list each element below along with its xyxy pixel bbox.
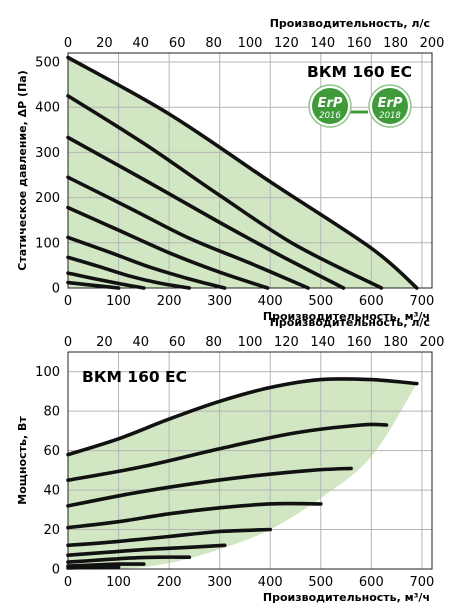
y-tick-label: 100 [35,365,60,380]
curve-3 [66,466,353,508]
x-axis-title: Производительность, м³/ч [263,591,430,604]
curve-4 [66,501,323,530]
x-tick-label: 100 [106,575,131,590]
plot-frame [67,52,433,289]
top-tick-label: 80 [205,335,222,350]
curve-6 [66,543,227,557]
x-tick-label: 0 [64,294,72,309]
top-tick-label: 40 [133,36,150,51]
x-tick-label: 0 [64,575,72,590]
top-tick-label: 80 [205,36,222,51]
top-tick-label: 200 [420,36,445,51]
y-axis-title: Мощность, Вт [16,416,29,505]
top-axis-title: Производительность, л/с [270,17,430,30]
erp-badge-text: ErP [378,96,403,111]
x-tick-label: 500 [308,294,333,309]
curve-2 [66,422,389,482]
y-axis-title: Статическое давление, ΔP (Па) [16,70,29,270]
top-tick-label: 160 [347,36,372,51]
top-tick-label: 160 [347,335,372,350]
power-chart: 0 100 200 300 400 500 600 700 0 20 40 60 80 100 0 20 40 6… [16,316,444,604]
x-tick-label: 200 [157,294,182,309]
curve-5 [66,205,270,290]
top-tick-label: 0 [64,36,72,51]
curve-3 [66,135,346,290]
plot-frame [67,351,433,570]
y-tick-label: 60 [43,444,60,459]
top-tick-label: 120 [274,36,299,51]
top-tick-label: 20 [96,36,113,51]
y-tick-label: 100 [35,236,60,251]
curve-6 [66,235,227,290]
y-tick-label: 300 [35,146,60,161]
top-tick-label: 180 [383,335,408,350]
x-tick-label: 400 [258,294,283,309]
top-tick-label: 120 [274,335,299,350]
curve-4 [66,175,310,290]
x-tick-label: 600 [359,575,384,590]
erp-badge-text: ErP [318,96,343,111]
erp-badge-year: 2018 [379,111,401,121]
erp-badge [312,88,348,124]
curve-2 [66,94,384,290]
x-tick-label: 600 [359,294,384,309]
curve-7 [66,255,192,290]
y-tick-label: 500 [35,56,60,71]
curve-5 [66,527,272,548]
top-tick-label: 60 [169,36,186,51]
y-tick-label: 0 [52,563,60,578]
x-tick-label: 300 [207,575,232,590]
erp-badge-year: 2016 [319,111,341,121]
top-tick-label: 60 [169,335,186,350]
curve-7 [66,555,192,564]
top-tick-label: 200 [420,335,445,350]
erp-badge [372,88,408,124]
x-tick-label: 200 [157,575,182,590]
top-tick-label: 140 [310,335,335,350]
x-tick-label: 700 [409,294,434,309]
curve-8 [66,271,146,290]
x-tick-label: 500 [308,575,333,590]
x-tick-label: 400 [258,575,283,590]
x-tick-label: 700 [409,575,434,590]
y-tick-label: 80 [43,405,60,420]
operating-area [68,57,417,288]
y-tick-label: 20 [43,523,60,538]
curve-8 [66,562,146,568]
top-tick-label: 140 [310,36,335,51]
model-label: ВКМ 160 EC [307,63,412,81]
top-tick-label: 40 [133,335,150,350]
x-tick-label: 100 [106,294,131,309]
pressure-chart: 0 100 200 300 400 500 600 700 0 100 200 300 400 500 0 2… [16,17,444,323]
x-axis-title: Производительность, м³/ч [263,310,430,323]
x-tick-label: 300 [207,294,232,309]
top-tick-label: 20 [96,335,113,350]
curve-1 [66,55,419,290]
y-tick-label: 400 [35,101,60,116]
y-tick-label: 40 [43,484,60,499]
model-label: ВКМ 160 EC [82,368,187,386]
top-tick-label: 180 [383,36,408,51]
y-tick-label: 0 [52,282,60,297]
curve-1 [66,377,419,457]
curve-9 [66,280,121,290]
top-tick-label: 100 [238,36,263,51]
top-axis-title: Производительность, л/с [270,316,430,329]
y-tick-label: 200 [35,191,60,206]
top-tick-label: 100 [238,335,263,350]
top-tick-label: 0 [64,335,72,350]
curve-9 [66,565,121,570]
